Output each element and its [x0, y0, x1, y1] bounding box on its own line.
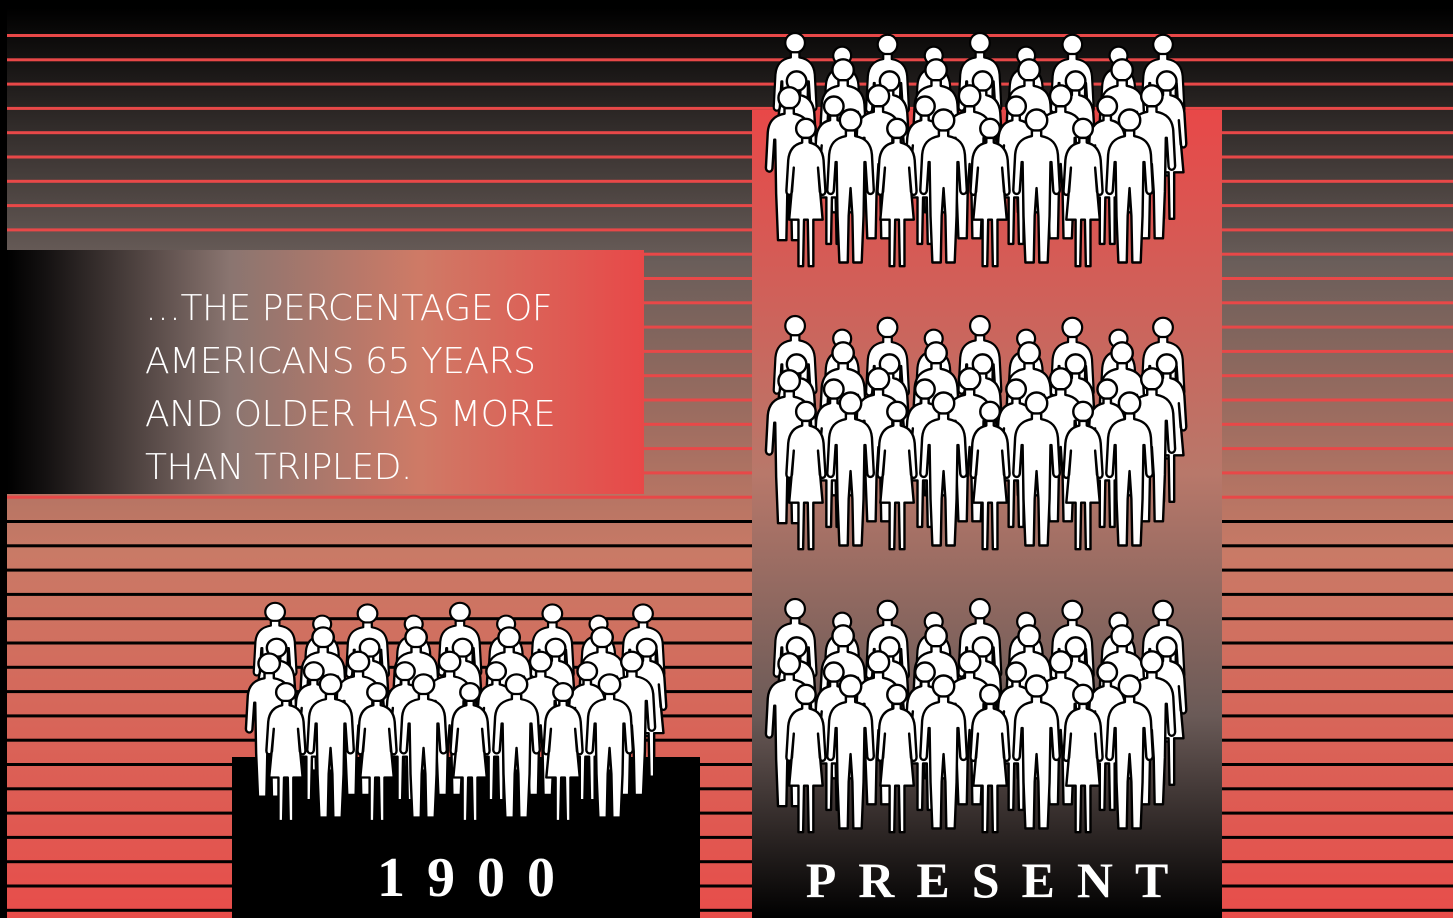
- stripe: [7, 83, 1453, 86]
- stripe: [7, 714, 1453, 717]
- stripe: [7, 34, 1453, 37]
- label-present: PRESENT: [752, 843, 1222, 918]
- stripe: [7, 836, 1453, 839]
- stripe: [7, 544, 1453, 547]
- stripe: [7, 58, 1453, 61]
- stripe: [7, 763, 1453, 766]
- stripe: [7, 496, 1453, 499]
- stripe: [7, 180, 1453, 183]
- caption-line: …THE PERCENTAGE OF: [145, 282, 635, 335]
- stripe: [7, 228, 1453, 231]
- stripe: [7, 204, 1453, 207]
- stripe: [7, 909, 1453, 912]
- caption-line: THAN TRIPLED.: [145, 441, 635, 494]
- stripe: [7, 593, 1453, 596]
- stripe: [7, 107, 1453, 110]
- stripe: [7, 739, 1453, 742]
- stripe: [7, 131, 1453, 134]
- stripe: [7, 666, 1453, 669]
- stripe: [7, 520, 1453, 523]
- stripe: [7, 690, 1453, 693]
- caption-text: …THE PERCENTAGE OF AMERICANS 65 YEARS AN…: [145, 282, 635, 494]
- caption-line: AND OLDER HAS MORE: [145, 388, 635, 441]
- stripe: [7, 860, 1453, 863]
- stripe: [7, 642, 1453, 645]
- stripe: [7, 787, 1453, 790]
- stripe: [7, 885, 1453, 888]
- stripe: [7, 812, 1453, 815]
- label-1900: 1900: [232, 838, 700, 918]
- stripe: [7, 617, 1453, 620]
- stripe: [7, 156, 1453, 159]
- caption-line: AMERICANS 65 YEARS: [145, 335, 635, 388]
- stripe: [7, 569, 1453, 572]
